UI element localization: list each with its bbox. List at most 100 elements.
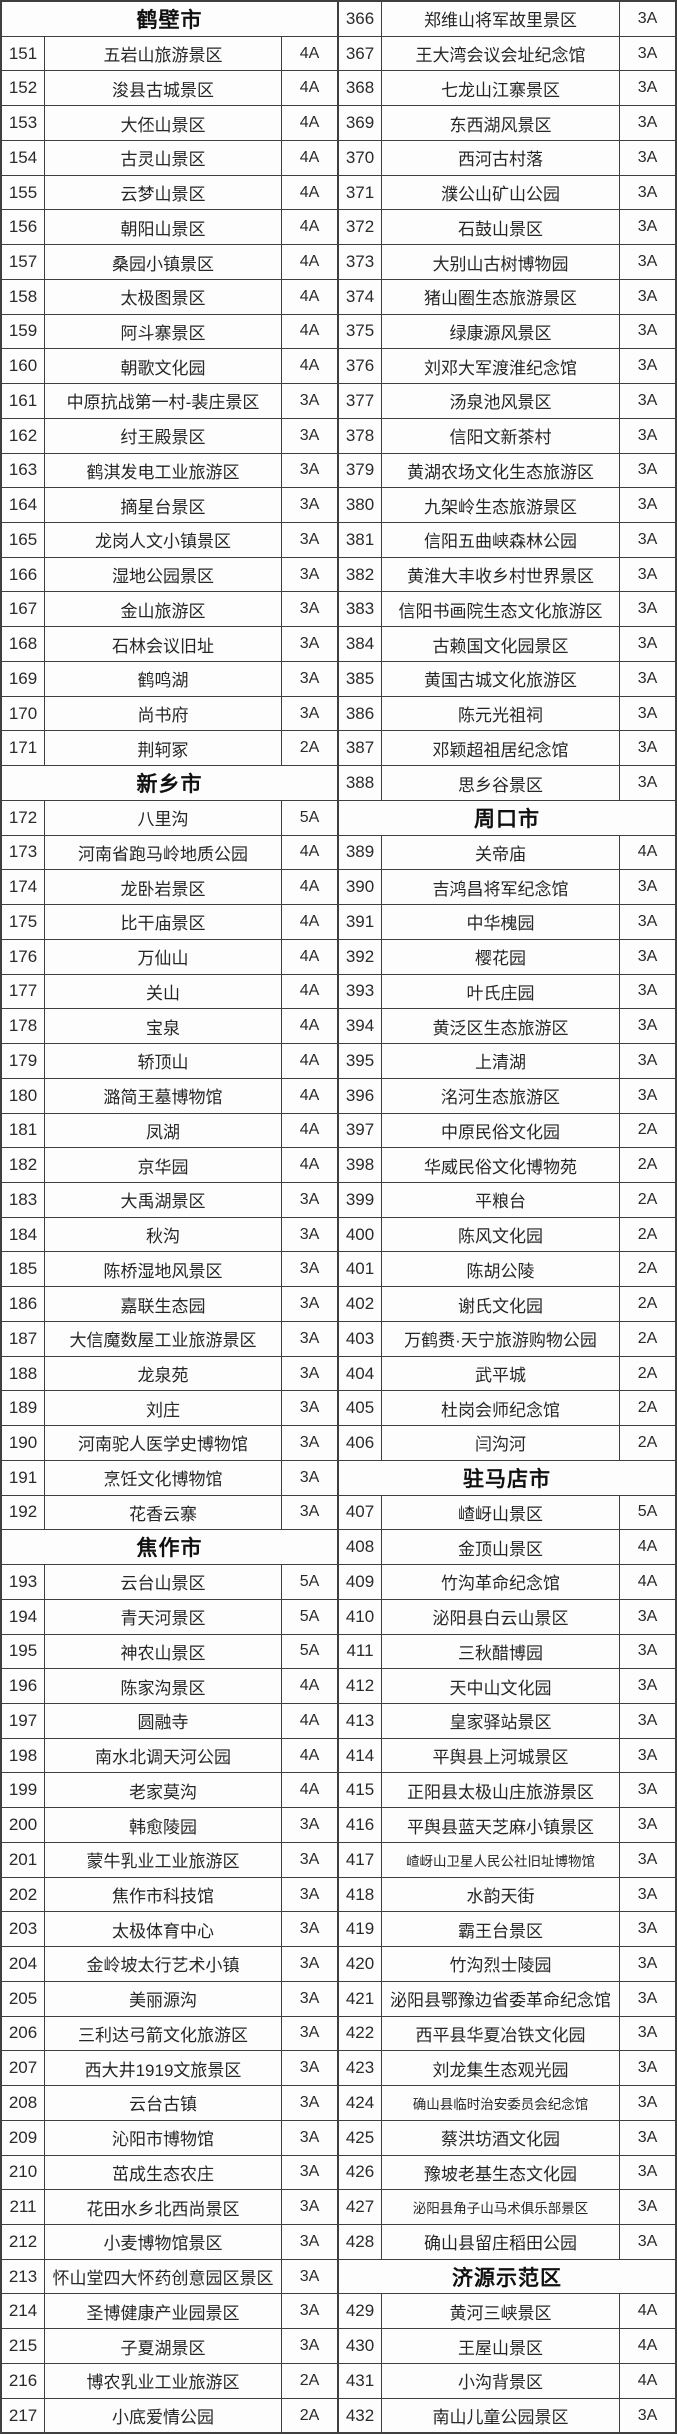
scenic-area-name: 浚县古城景区 — [44, 71, 282, 106]
rating-grade: 2A — [637, 1190, 658, 1208]
row-number: 160 — [8, 356, 38, 376]
table-row: 178 宝泉 4A — [2, 1008, 337, 1044]
scenic-area-name: 湿地公园景区 — [44, 557, 282, 592]
table-row: 156 朝阳山景区 4A — [2, 209, 337, 245]
row-number: 399 — [345, 1189, 375, 1209]
row-number: 385 — [345, 668, 375, 688]
scenic-area-name: 郑维山将军故里景区 — [381, 2, 620, 36]
rating-grade: 3A — [637, 357, 658, 375]
table-row: 373 大别山古树博物园 3A — [339, 244, 675, 279]
scenic-area-name: 三秋醋博园 — [381, 1634, 620, 1669]
scenic-area-name: 汤泉池风景区 — [381, 384, 620, 418]
row-number: 171 — [8, 738, 38, 758]
table-row: 159 阿斗寨景区 4A — [2, 313, 337, 349]
rating-grade: 5A — [299, 1642, 320, 1660]
table-row: 209 沁阳市博物馆 3A — [2, 2119, 337, 2155]
rating-grade: 3A — [637, 774, 658, 792]
scenic-area-name: 西大井1919文旅景区 — [44, 2051, 282, 2086]
table-row: 420 竹沟烈士陵园 3A — [339, 1946, 675, 1981]
scenic-area-name: 南山儿童公园景区 — [381, 2398, 620, 2433]
scenic-area-name: 吉鸿昌将军纪念馆 — [381, 870, 620, 905]
row-number: 418 — [345, 1884, 375, 1904]
rating-grade: 2A — [637, 1260, 658, 1278]
scenic-area-name: 河南驼人医学史博物馆 — [44, 1426, 282, 1460]
row-number: 386 — [345, 703, 375, 723]
table-row: 397 中原民俗文化园 2A — [339, 1112, 675, 1148]
row-number: 392 — [345, 946, 375, 966]
table-row: 196 陈家沟景区 4A — [2, 1668, 337, 1703]
rating-grade: 3A — [637, 1781, 658, 1799]
table-row: 408 金顶山景区 4A — [339, 1529, 675, 1565]
rating-grade: 3A — [637, 1086, 658, 1104]
table-row: 153 大伾山景区 4A — [2, 105, 337, 140]
scenic-area-name: 京华园 — [44, 1148, 282, 1182]
row-number: 191 — [8, 1467, 38, 1487]
rating-grade: 3A — [637, 1850, 658, 1868]
scenic-area-name: 邓颖超祖居纪念馆 — [381, 731, 620, 766]
rating-grade: 3A — [637, 79, 658, 97]
row-number: 427 — [345, 2197, 375, 2217]
row-number: 421 — [345, 1988, 375, 2008]
row-number: 181 — [8, 1120, 38, 1140]
table-row: 175 比干庙景区 4A — [2, 904, 337, 939]
scenic-area-name: 老家莫沟 — [44, 1773, 282, 1808]
scenic-area-name: 金岭坡太行艺术小镇 — [44, 1947, 282, 1981]
scenic-area-name: 水韵天街 — [381, 1877, 620, 1912]
row-number: 397 — [345, 1120, 375, 1140]
rating-grade: 3A — [637, 704, 658, 722]
rating-grade: 3A — [637, 322, 658, 340]
rating-table-left: 鹤壁市 151 五岩山旅游景区 4A 152 浚县古城景区 4A 153 大伾山景区 4A 154 古… — [0, 0, 339, 2434]
scenic-area-name: 万仙山 — [44, 939, 282, 974]
table-row: 162 纣王殿景区 3A — [2, 417, 337, 453]
rating-grade: 3A — [299, 1468, 320, 1486]
row-number: 151 — [8, 43, 38, 63]
row-number: 401 — [345, 1259, 375, 1279]
scenic-area-name: 思乡谷景区 — [381, 766, 620, 800]
table-row: 214 圣博健康产业园景区 3A — [2, 2293, 337, 2329]
rating-grade: 3A — [637, 2198, 658, 2216]
rating-grade: 3A — [637, 1885, 658, 1903]
scenic-area-name: 云台山景区 — [44, 1565, 282, 1599]
table-row: 411 三秋醋博园 3A — [339, 1633, 675, 1669]
table-row: 183 大禹湖景区 3A — [2, 1181, 337, 1217]
row-number: 391 — [345, 911, 375, 931]
scenic-area-name: 信阳书画院生态文化旅游区 — [381, 592, 620, 627]
table-row: 200 韩愈陵园 3A — [2, 1807, 337, 1842]
rating-grade: 3A — [299, 1399, 320, 1417]
row-number: 431 — [345, 2370, 375, 2390]
scenic-area-name: 樱花园 — [381, 939, 620, 974]
rating-grade: 3A — [637, 947, 658, 965]
row-number: 400 — [345, 1224, 375, 1244]
row-number: 156 — [8, 217, 38, 237]
table-row: 381 信阳五曲峡森林公园 3A — [339, 522, 675, 557]
table-row: 389 关帝庙 4A — [339, 834, 675, 870]
row-number: 428 — [345, 2231, 375, 2251]
row-number: 170 — [8, 703, 38, 723]
scenic-area-name: 嘉联生态园 — [44, 1287, 282, 1321]
table-row: 155 云梦山景区 4A — [2, 174, 337, 210]
scenic-area-name: 泌阳县角子山马术俱乐部景区 — [381, 2190, 620, 2224]
rating-grade: 2A — [637, 1433, 658, 1451]
table-row: 179 轿顶山 4A — [2, 1043, 337, 1078]
scenic-area-name: 东西湖风景区 — [381, 106, 620, 140]
row-number: 417 — [345, 1849, 375, 1869]
row-number: 419 — [345, 1919, 375, 1939]
rating-grade: 4A — [299, 1121, 320, 1139]
table-row: 172 八里沟 5A — [2, 799, 337, 835]
table-row: 163 鹤淇发电工业旅游区 3A — [2, 452, 337, 488]
rating-grade: 3A — [637, 982, 658, 1000]
scenic-area-name: 大伾山景区 — [44, 106, 282, 140]
row-number: 204 — [8, 1953, 38, 1973]
table-row: 152 浚县古城景区 4A — [2, 70, 337, 106]
table-row: 416 平舆县蓝天芝麻小镇景区 3A — [339, 1807, 675, 1842]
row-number: 157 — [8, 252, 38, 271]
scenic-area-name: 平粮台 — [381, 1182, 620, 1217]
row-number: 389 — [345, 842, 375, 862]
scenic-area-name: 华威民俗文化博物苑 — [381, 1148, 620, 1182]
rating-grade: 4A — [299, 947, 320, 965]
table-row: 370 西河古村落 3A — [339, 139, 675, 175]
table-row: 407 嵖岈山景区 5A — [339, 1494, 675, 1530]
table-row: 204 金岭坡太行艺术小镇 3A — [2, 1946, 337, 1981]
rating-grade: 4A — [299, 322, 320, 340]
